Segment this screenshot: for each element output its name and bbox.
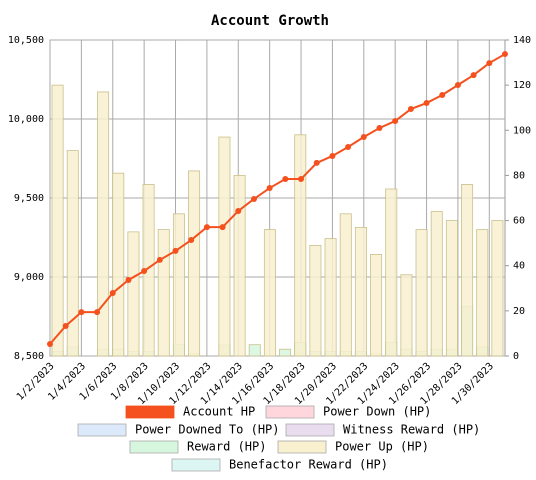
point [360,134,367,141]
point [235,207,242,214]
chart-title: Account Growth [211,13,329,29]
point [250,195,257,202]
y2-tick-label: 120 [513,80,531,91]
legend-swatch [285,423,335,437]
bar [461,184,474,357]
point [47,340,53,347]
bar [339,213,352,357]
legend-swatch [125,405,175,419]
y2-tick-label: 80 [513,170,525,181]
bar [66,150,79,357]
bar [218,136,231,357]
point [470,72,477,79]
legend-label: Account HP [183,405,255,419]
bar [233,175,246,357]
point [376,125,383,132]
bar [263,229,276,357]
y-tick-label: 10,000 [8,114,44,125]
point [345,143,352,150]
point [94,309,101,316]
point [172,247,179,254]
bar [415,229,428,357]
bar [430,211,443,357]
y2-tick-label: 0 [513,351,519,362]
point [62,322,69,329]
y2-tick-label: 40 [513,261,525,272]
legend: Account HP Power Down (HP) Power Downed To… [77,405,480,472]
point [219,224,226,231]
bar [279,348,292,357]
point [502,51,508,58]
bar [324,238,337,357]
bar [127,231,140,357]
bar [97,91,110,357]
legend-label: Benefactor Reward (HP) [229,458,388,472]
point [407,106,414,113]
legend-label: Power Up (HP) [335,440,429,454]
point [313,159,320,166]
bar [112,172,125,357]
legend-label: Witness Reward (HP) [343,423,480,437]
point [188,237,195,244]
point [298,176,305,183]
point [141,267,148,274]
bar [188,170,201,357]
legend-swatch [129,440,179,454]
point [423,100,430,107]
legend-swatch [265,405,315,419]
bar [400,274,413,357]
bar [172,213,185,357]
point [266,185,273,192]
point [282,176,289,183]
point [125,277,132,284]
y-tick-label: 9,000 [14,272,44,283]
bar [476,229,489,357]
bar [385,188,398,357]
point [486,60,493,67]
y-tick-label: 8,500 [14,351,44,362]
y2-tick-label: 20 [513,306,525,317]
legend-swatch [277,440,327,454]
point [109,289,116,296]
legend-label: Power Downed To (HP) [135,423,280,437]
legend-swatch [171,458,221,472]
bar [309,244,322,357]
bar [445,220,458,357]
y-tick-label: 10,500 [8,35,44,46]
y2-tick-label: 100 [513,125,531,136]
point [454,82,461,89]
point [329,152,336,159]
bar [248,344,261,357]
y2-tick-label: 140 [513,35,531,46]
legend-label: Reward (HP) [187,440,266,454]
point [203,224,210,231]
legend-label: Power Down (HP) [323,405,431,419]
y-tick-label: 9,500 [14,193,44,204]
point [439,91,446,98]
bar [294,134,307,357]
bar [51,84,64,357]
bar [370,254,383,357]
y2-tick-label: 60 [513,216,525,227]
bar [354,226,367,357]
bar [491,220,504,357]
point [392,118,399,125]
legend-swatch [77,423,127,437]
point [78,309,85,316]
point [156,256,163,263]
bar [157,229,170,357]
